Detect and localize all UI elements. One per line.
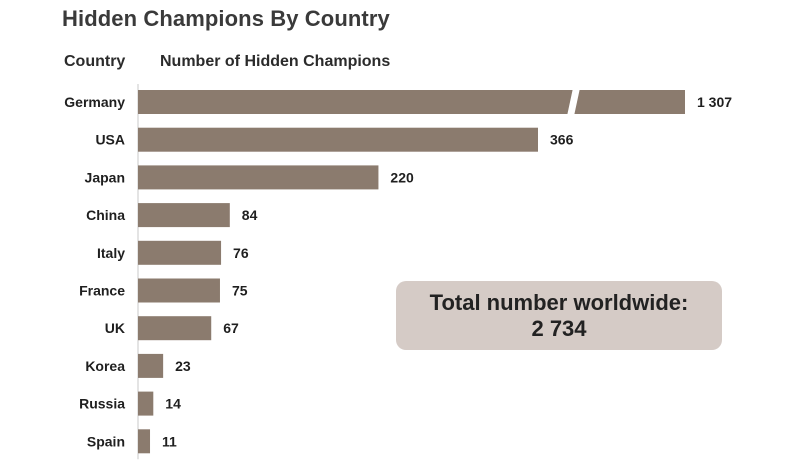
bar-russia xyxy=(138,391,154,416)
value-label: 76 xyxy=(233,245,249,261)
total-value: 2 734 xyxy=(531,315,587,341)
bar-japan xyxy=(138,165,379,190)
bar-france xyxy=(138,278,220,303)
value-label: 67 xyxy=(223,320,239,336)
category-label: Japan xyxy=(85,169,125,185)
bar-uk xyxy=(138,316,212,341)
value-label: 14 xyxy=(165,396,181,412)
country-column-header: Country xyxy=(64,53,126,70)
bar-usa xyxy=(138,127,538,152)
value-label: 1 307 xyxy=(697,94,732,110)
bar-korea xyxy=(138,353,164,378)
value-label: 23 xyxy=(175,358,191,374)
number-column-header: Number of Hidden Champions xyxy=(160,53,391,70)
bar-germany xyxy=(138,90,685,114)
category-label: China xyxy=(86,207,125,223)
total-worldwide-box: Total number worldwide: 2 734 xyxy=(396,281,722,350)
category-label: France xyxy=(79,283,125,299)
axis-break-gap xyxy=(567,88,580,116)
category-label: UK xyxy=(105,320,125,336)
category-label: Germany xyxy=(64,94,125,110)
value-label: 220 xyxy=(390,169,414,185)
category-label: Italy xyxy=(97,245,125,261)
bar-italy xyxy=(138,240,222,265)
category-label: Korea xyxy=(85,358,125,374)
category-label: Russia xyxy=(79,396,125,412)
category-label: Spain xyxy=(87,433,125,449)
chart-title: Hidden Champions By Country xyxy=(62,6,390,31)
value-label: 84 xyxy=(242,207,258,223)
bar-spain xyxy=(138,429,151,454)
bar-china xyxy=(138,203,230,228)
value-label: 75 xyxy=(232,283,248,299)
category-label: USA xyxy=(95,132,125,148)
total-label: Total number worldwide: xyxy=(429,289,689,315)
value-label: 366 xyxy=(550,132,574,148)
value-label: 11 xyxy=(162,433,177,449)
